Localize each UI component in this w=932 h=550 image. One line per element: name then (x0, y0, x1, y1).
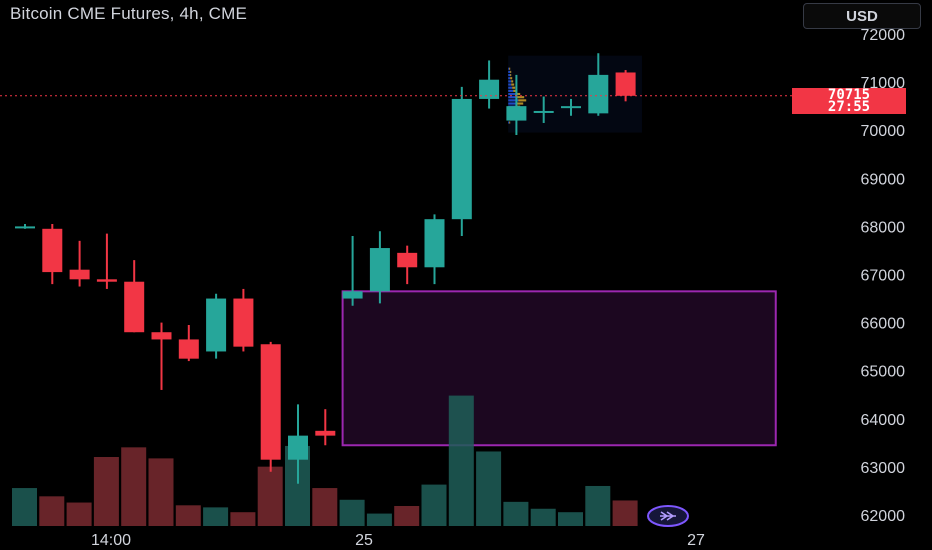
candle-body (342, 291, 363, 299)
candle-body (15, 226, 35, 229)
chart-title: Bitcoin CME Futures, 4h, CME (10, 4, 248, 23)
candle-body (479, 79, 500, 99)
volume-profile-row (518, 99, 527, 102)
candle-body (178, 339, 199, 359)
candle-body (260, 344, 281, 460)
candle-body (69, 269, 90, 280)
volume-bar (12, 488, 37, 526)
volume-bar (530, 508, 556, 526)
price-tick-label: 69000 (861, 171, 906, 188)
volume-profile-row (508, 86, 513, 89)
volume-bar (66, 502, 92, 526)
price-tick-label: 70000 (861, 123, 906, 140)
volume-profile-row (517, 96, 525, 99)
time-axis: 14:00 25 27 (91, 532, 705, 549)
volume-profile-row (510, 73, 512, 77)
volume-bar (312, 488, 338, 526)
candle-body (369, 248, 390, 292)
candle-body (151, 332, 172, 340)
candlesticks (15, 53, 636, 484)
volume-profile-row (508, 99, 519, 102)
candle-body (533, 110, 554, 113)
candle-body (233, 298, 254, 347)
volume-profile-row (513, 89, 518, 92)
last-price-value: 70715 (827, 87, 871, 103)
price-tick-label: 65000 (861, 364, 906, 381)
price-tick-label: 64000 (861, 412, 906, 429)
volume-bar (257, 466, 283, 526)
go-to-realtime-button[interactable] (647, 505, 689, 527)
volume-bar (121, 447, 147, 526)
volume-profile-row (511, 83, 515, 86)
price-tick-label: 62000 (861, 508, 906, 525)
candle-body (506, 106, 527, 121)
volume-bar (558, 512, 583, 526)
volume-bar (39, 496, 65, 526)
candle-body (615, 72, 636, 96)
time-tick-label: 14:00 (91, 532, 131, 549)
volume-bar (612, 500, 638, 526)
price-axis: 72000 71000 70000 69000 68000 67000 66000 65000… (861, 27, 906, 525)
candle-body (42, 228, 63, 273)
time-tick-label: 25 (355, 532, 373, 549)
volume-profile-row (508, 89, 514, 92)
volume-bar (585, 485, 611, 526)
candle-body (315, 430, 336, 436)
volume-profile-row (515, 92, 521, 96)
volume-bar (230, 512, 256, 526)
volume-profile-row (508, 102, 517, 105)
chevron-path (660, 511, 676, 521)
volume-profile-row (508, 92, 516, 96)
volume-profile-row (508, 80, 512, 83)
candle-body (96, 279, 117, 282)
candle-body (451, 98, 472, 220)
price-tick-label: 63000 (861, 460, 906, 477)
volume-bar (175, 505, 201, 526)
candle-body (124, 281, 145, 333)
last-price-tag: 70715 27:55 (792, 88, 906, 114)
volume-profile-row (510, 77, 513, 80)
candle-body (206, 298, 227, 352)
volume-bars (12, 395, 638, 526)
volume-profile-row (508, 67, 510, 70)
volume-bar (448, 395, 474, 526)
candle-body (588, 74, 609, 114)
volume-profile-row (512, 86, 516, 89)
candle-body (397, 252, 418, 268)
demand-zone (341, 290, 777, 447)
volume-profile-row (509, 67, 511, 70)
volume-profile-row (509, 121, 511, 124)
price-tick-label: 66000 (861, 316, 906, 333)
price-tick-label: 72000 (861, 27, 906, 44)
volume-profile-row (511, 80, 514, 83)
volume-profile-row (508, 70, 511, 73)
volume-bar (394, 505, 420, 526)
price-tick-label: 67000 (861, 268, 906, 285)
volume-profile-row (510, 70, 512, 73)
currency-button[interactable]: USD (803, 3, 921, 29)
price-tick-label: 71000 (861, 75, 906, 92)
demand-zone-layer (341, 290, 777, 447)
volume-profile-row (508, 96, 518, 99)
volume-profile-row (508, 73, 511, 77)
volume-bar (421, 484, 447, 526)
volume-bar (339, 499, 365, 526)
time-tick-label: 27 (687, 532, 705, 549)
volume-bar (148, 458, 174, 526)
volume-bar (203, 507, 229, 526)
volume-bar (476, 451, 502, 526)
volume-profile-row (508, 121, 510, 124)
price-tick-label: 68000 (861, 219, 906, 236)
candle-body (561, 106, 581, 109)
candle-body (424, 219, 445, 268)
volume-profile-row (508, 77, 511, 80)
bar-countdown: 27:55 (827, 99, 871, 115)
volume-bar (366, 513, 392, 526)
volume-bar (503, 501, 529, 526)
volume-profile-row (516, 102, 524, 105)
candle-body (288, 435, 308, 460)
volume-profile-row (508, 83, 512, 86)
volume-bar (93, 457, 119, 526)
